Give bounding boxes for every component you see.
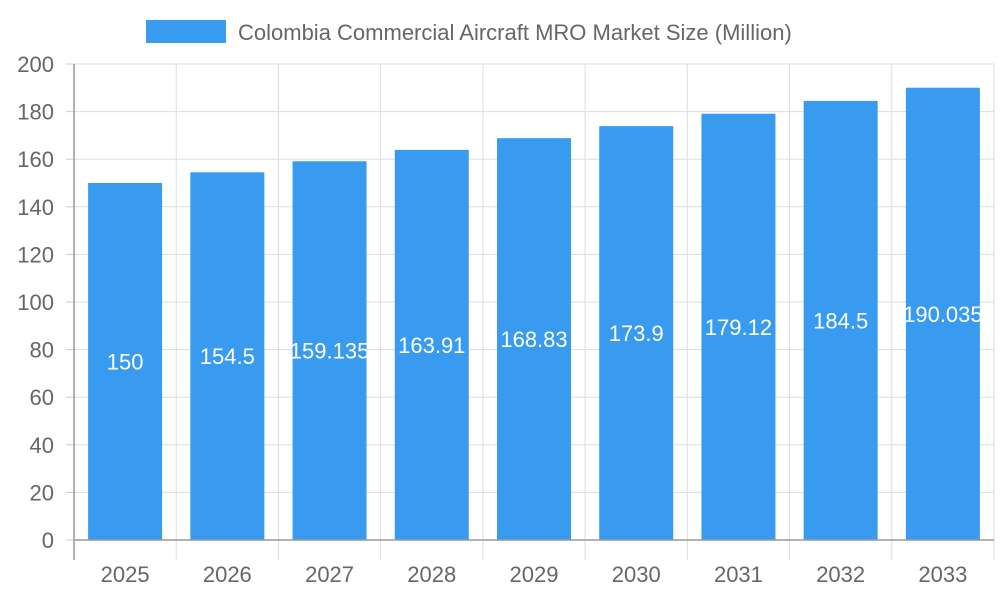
data-label: 190.035 <box>903 302 983 327</box>
data-label: 163.91 <box>398 333 465 358</box>
legend[interactable]: Colombia Commercial Aircraft MRO Market … <box>146 20 792 45</box>
y-tick-label: 80 <box>30 338 54 363</box>
bar <box>497 138 571 540</box>
data-label: 184.5 <box>813 308 868 333</box>
x-tick-label: 2026 <box>203 562 252 587</box>
data-label: 159.135 <box>290 339 370 364</box>
x-tick-label: 2025 <box>101 562 150 587</box>
data-label: 173.9 <box>609 321 664 346</box>
axes: 0 20 40 60 80 100 120 140 160 180 200 2025 2026 2027 2… <box>17 52 994 587</box>
x-tick-label: 2027 <box>305 562 354 587</box>
bar <box>701 113 776 540</box>
x-tick-label: 2030 <box>612 562 661 587</box>
bars: 150 154.5 159.135 163.91 168.83 173.9 179.12 18… <box>88 87 983 541</box>
x-tick-label: 2032 <box>816 562 865 587</box>
bar <box>599 126 674 541</box>
bar <box>292 161 367 540</box>
x-tick-label: 2028 <box>407 562 456 587</box>
y-tick-label: 140 <box>17 195 54 220</box>
data-label: 179.12 <box>705 315 772 340</box>
y-tick-label: 180 <box>17 100 54 125</box>
y-tick-label: 160 <box>17 147 54 172</box>
x-tick-label: 2031 <box>714 562 763 587</box>
y-tick-label: 60 <box>30 385 54 410</box>
x-tick-label: 2029 <box>510 562 559 587</box>
data-label: 168.83 <box>500 327 567 352</box>
y-tick-label: 40 <box>30 433 54 458</box>
bar <box>88 183 163 540</box>
bar <box>190 172 265 541</box>
bar <box>803 100 878 540</box>
bar <box>394 149 469 540</box>
y-tick-label: 0 <box>42 528 54 553</box>
data-label: 150 <box>107 350 144 375</box>
y-tick-label: 20 <box>30 480 54 505</box>
y-tick-label: 100 <box>17 290 54 315</box>
legend-swatch <box>146 20 226 43</box>
y-tick-label: 120 <box>17 242 54 267</box>
y-tick-label: 200 <box>17 52 54 77</box>
data-label: 154.5 <box>200 344 255 369</box>
x-tick-label: 2033 <box>918 562 967 587</box>
legend-label: Colombia Commercial Aircraft MRO Market … <box>238 20 792 45</box>
bar <box>905 87 980 540</box>
